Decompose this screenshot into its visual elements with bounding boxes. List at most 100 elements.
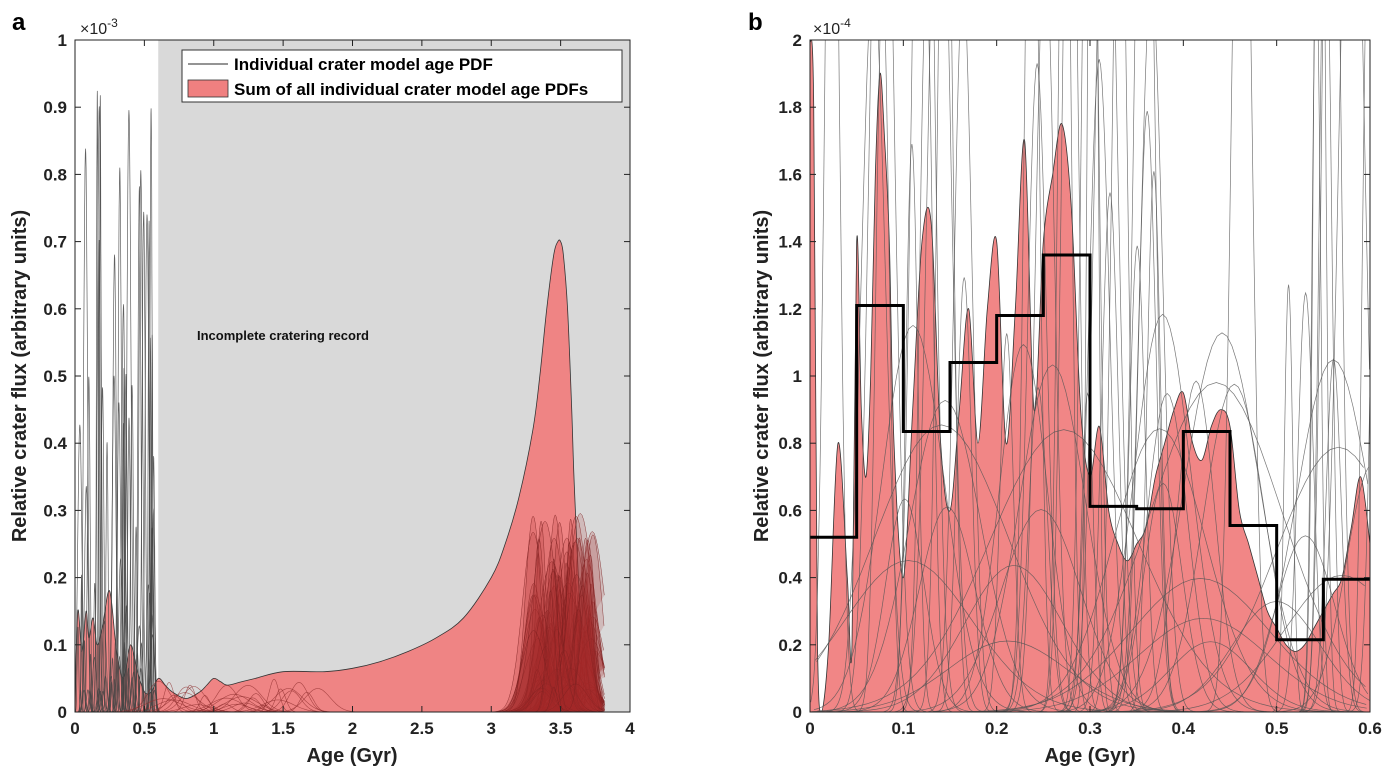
individual-pdf-curve bbox=[837, 40, 927, 712]
x-tick-label: 0.6 bbox=[1358, 719, 1382, 738]
individual-pdf-curve bbox=[98, 675, 113, 712]
individual-pdf-curve bbox=[1049, 313, 1276, 712]
individual-pdf-curve bbox=[1303, 358, 1364, 712]
individual-pdf-curve bbox=[501, 683, 592, 712]
individual-pdf-curve bbox=[1003, 40, 1060, 712]
individual-pdf-curve bbox=[149, 334, 155, 712]
individual-pdf-curve bbox=[1059, 40, 1122, 712]
individual-pdf-curve bbox=[149, 682, 189, 712]
individual-pdf-curve bbox=[561, 572, 605, 712]
individual-pdf-curve bbox=[96, 620, 113, 712]
individual-pdf-curve bbox=[810, 40, 860, 712]
individual-pdf-curve bbox=[113, 167, 127, 712]
y-tick-label: 1 bbox=[58, 31, 67, 50]
individual-pdf-curve bbox=[1346, 40, 1366, 712]
individual-pdf-curve bbox=[111, 402, 127, 712]
individual-pdf-curve bbox=[108, 681, 115, 712]
panel-b-label: b bbox=[748, 9, 763, 36]
individual-pdf-curve bbox=[81, 640, 88, 712]
y-tick-label: 2 bbox=[793, 31, 802, 50]
individual-pdf-curve bbox=[148, 686, 240, 712]
individual-pdf-curve bbox=[1271, 284, 1306, 712]
individual-pdf-curve bbox=[128, 692, 242, 712]
x-tick-label: 1.5 bbox=[271, 719, 295, 738]
individual-pdf-curve bbox=[1274, 291, 1337, 712]
individual-pdf-curve bbox=[1126, 171, 1181, 712]
individual-pdf-curve bbox=[1106, 245, 1169, 712]
x-tick-label: 0.4 bbox=[1172, 719, 1196, 738]
individual-pdf-curve bbox=[1106, 40, 1197, 712]
individual-pdf-curve bbox=[139, 214, 155, 712]
individual-pdf-curve bbox=[96, 691, 111, 712]
individual-pdf-curve bbox=[810, 640, 1244, 712]
individual-pdf-curve bbox=[93, 90, 102, 712]
individual-pdf-curve bbox=[498, 561, 604, 712]
individual-pdf-curve bbox=[1299, 40, 1340, 712]
legend-box bbox=[181, 49, 623, 103]
y-tick-label: 0.2 bbox=[43, 569, 67, 588]
individual-pdf-curve bbox=[1120, 380, 1272, 712]
individual-pdf-curve bbox=[1064, 392, 1112, 712]
individual-pdf-curve bbox=[1077, 192, 1144, 712]
panel-a: a 0 0.5 1 1.5 2 2.5 3 3.5 4 00.10.20.30.40.50.60… bbox=[9, 9, 635, 767]
individual-pdf-curve bbox=[267, 688, 368, 712]
individual-pdf-curve bbox=[87, 654, 94, 712]
panel-a-label: a bbox=[12, 9, 26, 36]
x-tick-label: 3.5 bbox=[549, 719, 573, 738]
individual-pdf-curve bbox=[1072, 332, 1367, 712]
y-tick-label: 0.7 bbox=[43, 233, 67, 252]
individual-pdf-curve bbox=[556, 534, 605, 712]
individual-pdf-curve bbox=[561, 539, 606, 712]
individual-pdf-curve bbox=[825, 40, 921, 712]
x-tick-label: 0.5 bbox=[1265, 719, 1289, 738]
x-tick-label: 0 bbox=[70, 719, 79, 738]
individual-pdf-curve bbox=[999, 63, 1075, 712]
y-tick-label: 0.6 bbox=[778, 501, 802, 520]
individual-pdf-curve bbox=[168, 684, 212, 712]
panel-a-x-axis-label: Age (Gyr) bbox=[306, 745, 397, 767]
individual-pdf-curve bbox=[232, 688, 345, 712]
y-tick-label: 0.2 bbox=[778, 636, 802, 655]
individual-pdf-curve bbox=[96, 387, 109, 712]
individual-pdf-curve bbox=[934, 277, 994, 712]
individual-pdf-curve bbox=[813, 324, 1037, 712]
individual-pdf-curve bbox=[496, 520, 595, 712]
individual-pdf-curve bbox=[1085, 393, 1250, 712]
panel-b-y-axis-label: Relative crater flux (arbitrary units) bbox=[751, 210, 773, 542]
panel-a-y-exponent: ×10-3 bbox=[80, 16, 118, 38]
individual-pdf-curve bbox=[185, 684, 268, 712]
individual-pdf-curve bbox=[816, 424, 1210, 712]
individual-pdf-curve bbox=[1112, 383, 1357, 712]
y-tick-label: 1.4 bbox=[778, 233, 802, 252]
individual-pdf-curve bbox=[1298, 40, 1334, 712]
individual-pdf-curve bbox=[104, 675, 118, 712]
individual-pdf-curve bbox=[120, 110, 138, 712]
individual-pdf-curve bbox=[1300, 40, 1350, 712]
individual-pdf-curve bbox=[112, 558, 129, 712]
y-tick-label: 0.8 bbox=[43, 165, 67, 184]
x-tick-label: 4 bbox=[625, 719, 635, 738]
y-tick-label: 0.4 bbox=[778, 569, 802, 588]
y-tick-label: 0.8 bbox=[778, 434, 802, 453]
individual-pdf-curve bbox=[1089, 40, 1151, 712]
individual-pdf-curve bbox=[927, 40, 999, 712]
x-tick-label: 2 bbox=[348, 719, 357, 738]
y-tick-label: 0.1 bbox=[43, 636, 67, 655]
x-tick-label: 3 bbox=[487, 719, 496, 738]
y-tick-label: 0 bbox=[793, 703, 802, 722]
individual-pdf-curve bbox=[927, 344, 1120, 712]
x-tick-label: 0.3 bbox=[1078, 719, 1102, 738]
y-tick-label: 0.3 bbox=[43, 501, 67, 520]
individual-pdf-curve bbox=[1303, 40, 1370, 712]
panel-b-x-ticks: 0 0.1 0.2 0.3 0.4 0.5 0.6 bbox=[805, 40, 1382, 738]
individual-pdf-curve bbox=[888, 143, 936, 712]
individual-pdf-curve bbox=[1057, 59, 1141, 712]
y-tick-label: 1.8 bbox=[778, 98, 802, 117]
individual-pdf-curve bbox=[547, 594, 605, 712]
individual-pdf-curve bbox=[537, 558, 571, 712]
y-tick-label: 0.9 bbox=[43, 98, 67, 117]
panel-a-x-ticks: 0 0.5 1 1.5 2 2.5 3 3.5 4 bbox=[70, 40, 635, 738]
individual-pdf-curve bbox=[535, 658, 559, 712]
individual-pdf-curve bbox=[1039, 40, 1091, 712]
